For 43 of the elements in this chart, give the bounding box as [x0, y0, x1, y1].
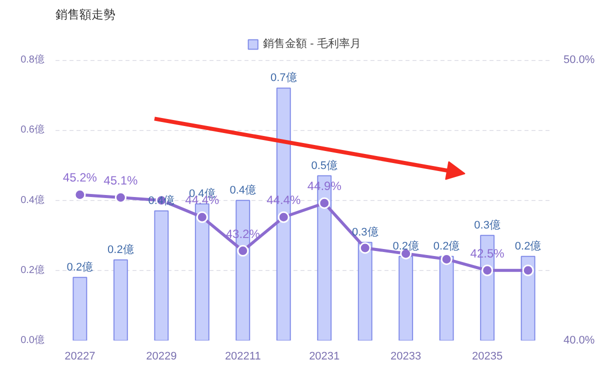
data-label: 0.3億 [474, 218, 500, 232]
point [196, 211, 208, 223]
point [359, 242, 371, 254]
chart-title: 銷售額走勢 [56, 8, 116, 22]
point [482, 264, 494, 276]
bar [194, 203, 210, 340]
data-label: 0.2億 [392, 239, 419, 252]
x-tick-label: 20235 [472, 350, 503, 362]
point [114, 192, 126, 204]
y-tick-label: 0.6億 [20, 124, 45, 136]
x-tick-label: 20229 [146, 350, 177, 362]
data-label: 0.2億 [108, 242, 134, 256]
y2-tick-label: 50.0% [564, 54, 595, 66]
data-label: 0.2億 [66, 260, 94, 274]
data-label: 45.2% [62, 170, 98, 185]
y-tick-label: 0.2億 [20, 264, 45, 276]
bar [520, 256, 536, 340]
bar [358, 242, 372, 340]
data-label: 0.2億 [514, 239, 542, 252]
data-label: 0.7億 [270, 71, 297, 84]
x-tick-label: 202211 [224, 350, 261, 362]
legend-label: 銷售金額 - 毛利率月 [263, 36, 361, 51]
point [318, 197, 330, 209]
x-tick-label: 20227 [64, 350, 96, 362]
data-label: 0.4億 [230, 183, 256, 196]
point [278, 211, 290, 223]
x-tick-label: 20233 [390, 350, 422, 362]
point [237, 245, 249, 257]
bar [439, 256, 454, 340]
x-tick-label: 20231 [309, 350, 340, 362]
bar [72, 276, 88, 340]
y2-tick-label: 40.0% [564, 334, 595, 346]
data-label: 0.2億 [433, 239, 460, 252]
y-tick-label: 0.8億 [20, 54, 45, 66]
y-tick-label: 0.4億 [20, 194, 45, 206]
bar [113, 259, 128, 340]
bar [398, 256, 414, 340]
data-label: 0.3億 [352, 225, 378, 238]
data-label: 45.1% [104, 174, 138, 188]
bar [154, 210, 169, 340]
y-tick-label: 0.0億 [20, 334, 45, 346]
data-label: 0.5億 [311, 158, 338, 172]
point [522, 264, 534, 276]
